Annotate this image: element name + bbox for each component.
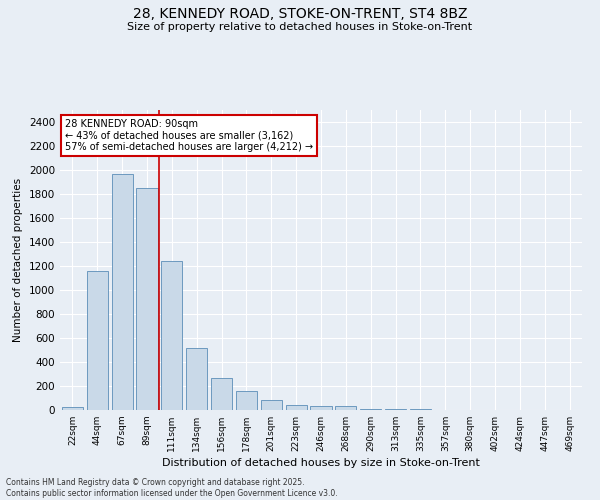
Bar (286, 404, 307, 410)
Bar (360, 409, 381, 410)
Bar (236, 392, 257, 410)
Bar (211, 378, 232, 410)
Bar (186, 348, 207, 410)
Text: Distribution of detached houses by size in Stoke-on-Trent: Distribution of detached houses by size … (162, 458, 480, 468)
Text: 28 KENNEDY ROAD: 90sqm
← 43% of detached houses are smaller (3,162)
57% of semi-: 28 KENNEDY ROAD: 90sqm ← 43% of detached… (65, 119, 313, 152)
Bar (335, 406, 356, 410)
Bar (161, 261, 182, 410)
Text: Contains HM Land Registry data © Crown copyright and database right 2025.
Contai: Contains HM Land Registry data © Crown c… (6, 478, 338, 498)
Bar (87, 271, 108, 410)
Y-axis label: Number of detached properties: Number of detached properties (13, 178, 23, 342)
Bar (310, 406, 332, 410)
Bar (112, 174, 133, 410)
Bar (136, 188, 158, 410)
Bar (261, 400, 282, 410)
Text: 28, KENNEDY ROAD, STOKE-ON-TRENT, ST4 8BZ: 28, KENNEDY ROAD, STOKE-ON-TRENT, ST4 8B… (133, 8, 467, 22)
Bar (62, 407, 83, 410)
Text: Size of property relative to detached houses in Stoke-on-Trent: Size of property relative to detached ho… (127, 22, 473, 32)
